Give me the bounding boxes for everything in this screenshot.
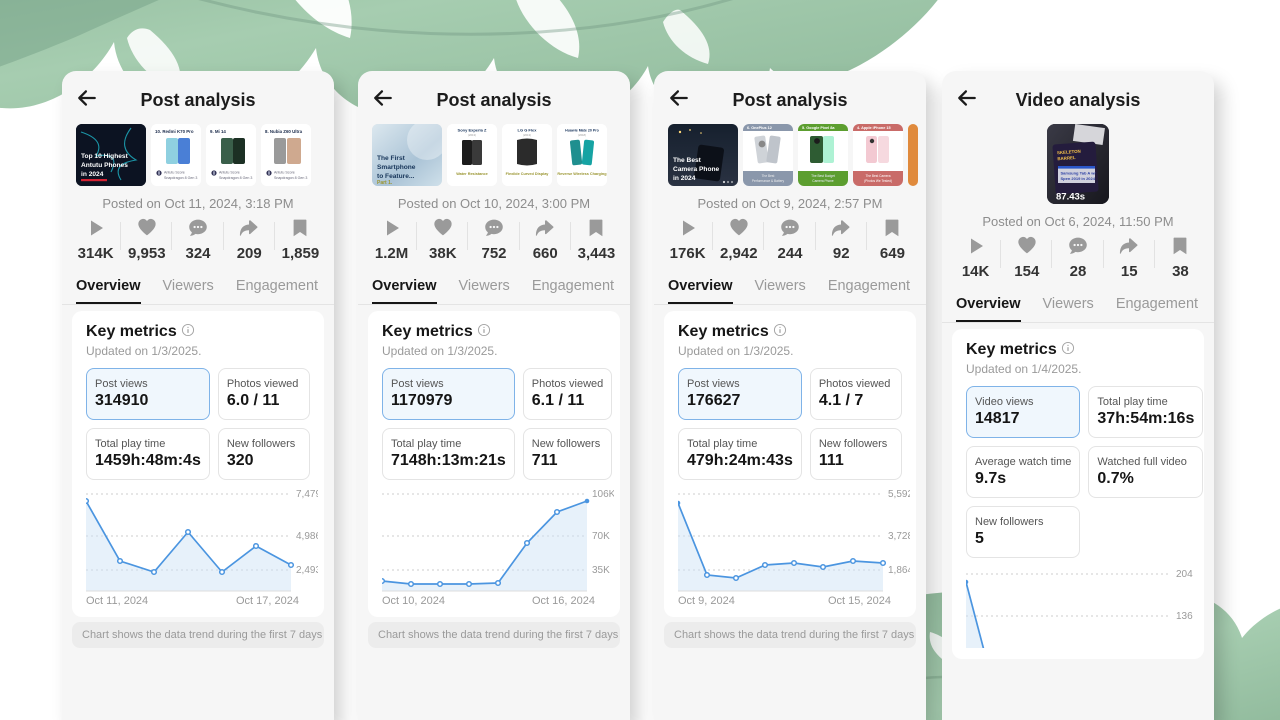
svg-text:The Best: The Best: [673, 157, 702, 164]
svg-text:6. OnePlus 12: 6. OnePlus 12: [747, 126, 772, 130]
svg-text:Flexible Curved Display: Flexible Curved Display: [506, 172, 550, 176]
svg-text:(2018): (2018): [578, 133, 586, 137]
svg-text:in 2024: in 2024: [673, 175, 696, 182]
svg-text:35K: 35K: [592, 565, 610, 576]
svg-text:Snapdragon 8 Gen 3: Snapdragon 8 Gen 3: [164, 176, 197, 180]
svg-text:Top 10 Highest: Top 10 Highest: [81, 153, 129, 160]
svg-text:106K: 106K: [592, 489, 614, 500]
svg-text:Spen 2019 in 2024: Spen 2019 in 2024: [1061, 176, 1096, 181]
svg-text:LG G Flex: LG G Flex: [518, 128, 538, 133]
svg-text:87.43s: 87.43s: [1056, 192, 1085, 203]
svg-text:4. Apple iPhone 15: 4. Apple iPhone 15: [857, 126, 891, 130]
svg-text:Snapdragon 8 Gen 3: Snapdragon 8 Gen 3: [219, 176, 252, 180]
svg-text:Water Resistance: Water Resistance: [456, 172, 488, 176]
svg-text:Oct 15, 2024: Oct 15, 2024: [828, 595, 891, 606]
svg-text:Antutu Score: Antutu Score: [274, 171, 295, 175]
svg-text:Part 1.: Part 1.: [377, 180, 393, 186]
svg-text:Samsung Tab A w/: Samsung Tab A w/: [1061, 171, 1097, 176]
svg-text:Oct 10, 2024: Oct 10, 2024: [382, 595, 445, 606]
svg-text:The First: The First: [377, 155, 406, 162]
svg-text:The Best: The Best: [762, 174, 775, 178]
svg-text:Snapdragon 8 Gen 3: Snapdragon 8 Gen 3: [274, 176, 307, 180]
svg-text:Antutu Phones: Antutu Phones: [81, 162, 128, 169]
svg-text:3,728: 3,728: [888, 531, 910, 542]
svg-text:The Best Budget: The Best Budget: [811, 174, 835, 178]
svg-text:Reverse Wireless Charging: Reverse Wireless Charging: [557, 172, 607, 176]
svg-text:Antutu Score: Antutu Score: [164, 171, 185, 175]
svg-text:204: 204: [1176, 569, 1193, 580]
svg-text:5. Google Pixel 8a: 5. Google Pixel 8a: [802, 126, 835, 130]
svg-text:(Photos We Tested): (Photos We Tested): [864, 179, 892, 183]
svg-text:The Best Camera: The Best Camera: [866, 174, 891, 178]
svg-text:5,592: 5,592: [888, 489, 910, 500]
svg-text:1,864: 1,864: [888, 565, 910, 576]
svg-text:(2013): (2013): [523, 133, 531, 137]
svg-text:Oct 16, 2024: Oct 16, 2024: [532, 595, 595, 606]
svg-text:Oct 9, 2024: Oct 9, 2024: [678, 595, 735, 606]
svg-text:Camera Phone: Camera Phone: [812, 179, 834, 183]
svg-text:Huawie Mate 20 Pro: Huawie Mate 20 Pro: [565, 129, 600, 133]
svg-text:10. Redmi K70 Pro: 10. Redmi K70 Pro: [155, 129, 194, 134]
svg-text:7,479: 7,479: [296, 489, 318, 500]
svg-text:9. Mi 14: 9. Mi 14: [210, 129, 226, 134]
svg-text:Oct 11, 2024: Oct 11, 2024: [86, 595, 148, 606]
svg-text:Sony Experia Z: Sony Experia Z: [458, 128, 487, 133]
svg-text:70K: 70K: [592, 531, 610, 542]
svg-text:4,986: 4,986: [296, 531, 318, 542]
svg-text:in 2024: in 2024: [81, 171, 104, 178]
svg-text:Oct 17, 2024: Oct 17, 2024: [236, 595, 299, 606]
svg-text:8. Nubia Z60 Ultra: 8. Nubia Z60 Ultra: [265, 129, 303, 134]
svg-text:136: 136: [1176, 611, 1193, 622]
svg-text:2,493: 2,493: [296, 565, 318, 576]
svg-text:Smartphone: Smartphone: [377, 164, 416, 171]
svg-text:Camera Phone: Camera Phone: [673, 166, 720, 173]
svg-text:(2013): (2013): [468, 133, 476, 137]
svg-text:Performance & Battery: Performance & Battery: [752, 179, 785, 183]
svg-text:to Feature...: to Feature...: [377, 173, 415, 180]
svg-text:Antutu Score: Antutu Score: [219, 171, 240, 175]
